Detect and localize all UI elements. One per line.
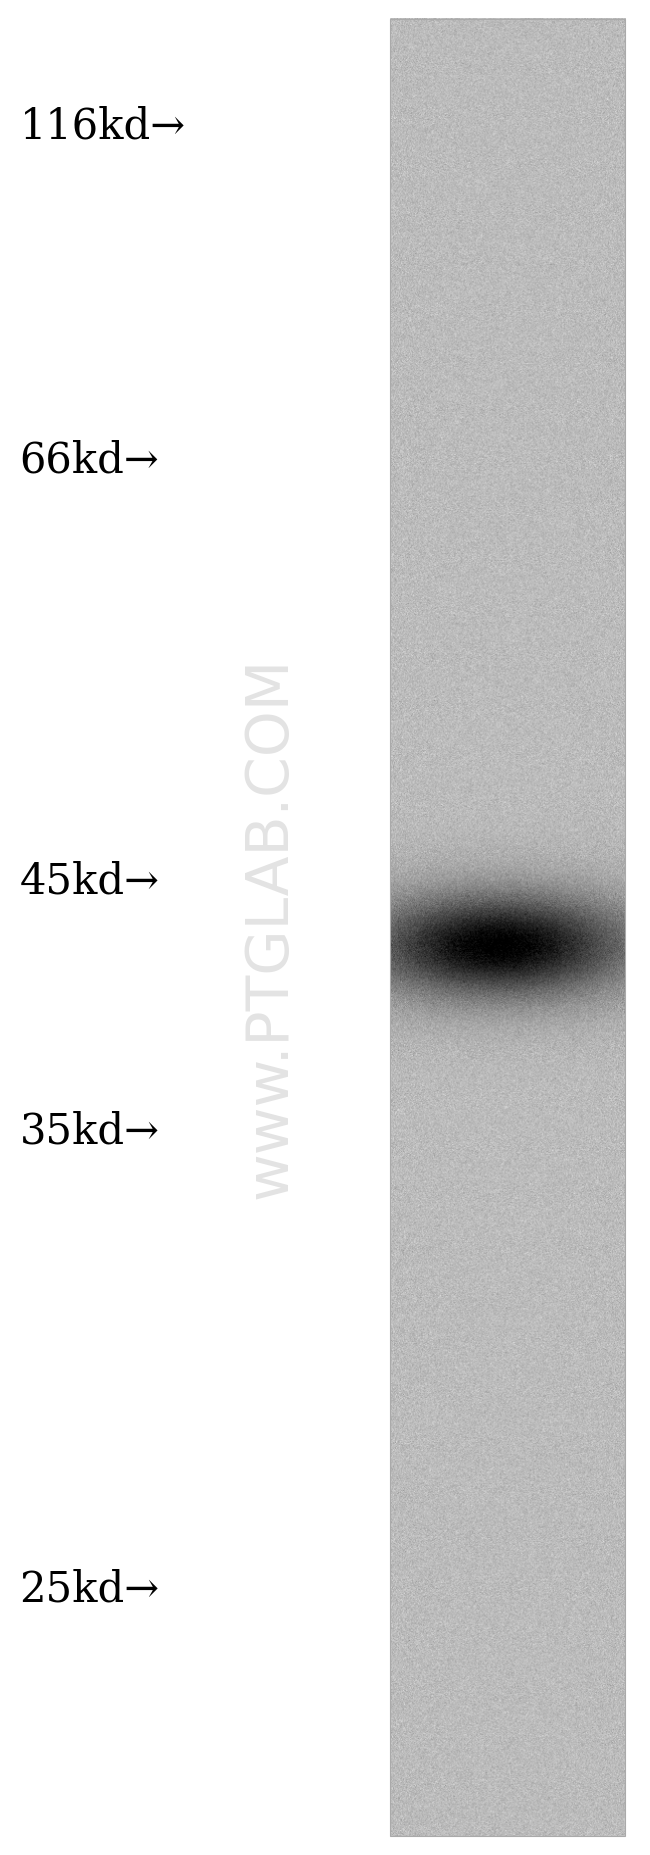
Text: 45kd→: 45kd→ <box>20 861 159 902</box>
Bar <box>390 19 625 1836</box>
Text: 116kd→: 116kd→ <box>20 106 186 147</box>
Text: 66kd→: 66kd→ <box>20 440 159 480</box>
Text: 35kd→: 35kd→ <box>20 1111 159 1152</box>
Text: www.PTGLAB.COM: www.PTGLAB.COM <box>241 657 298 1198</box>
Text: 25kd→: 25kd→ <box>20 1569 160 1610</box>
